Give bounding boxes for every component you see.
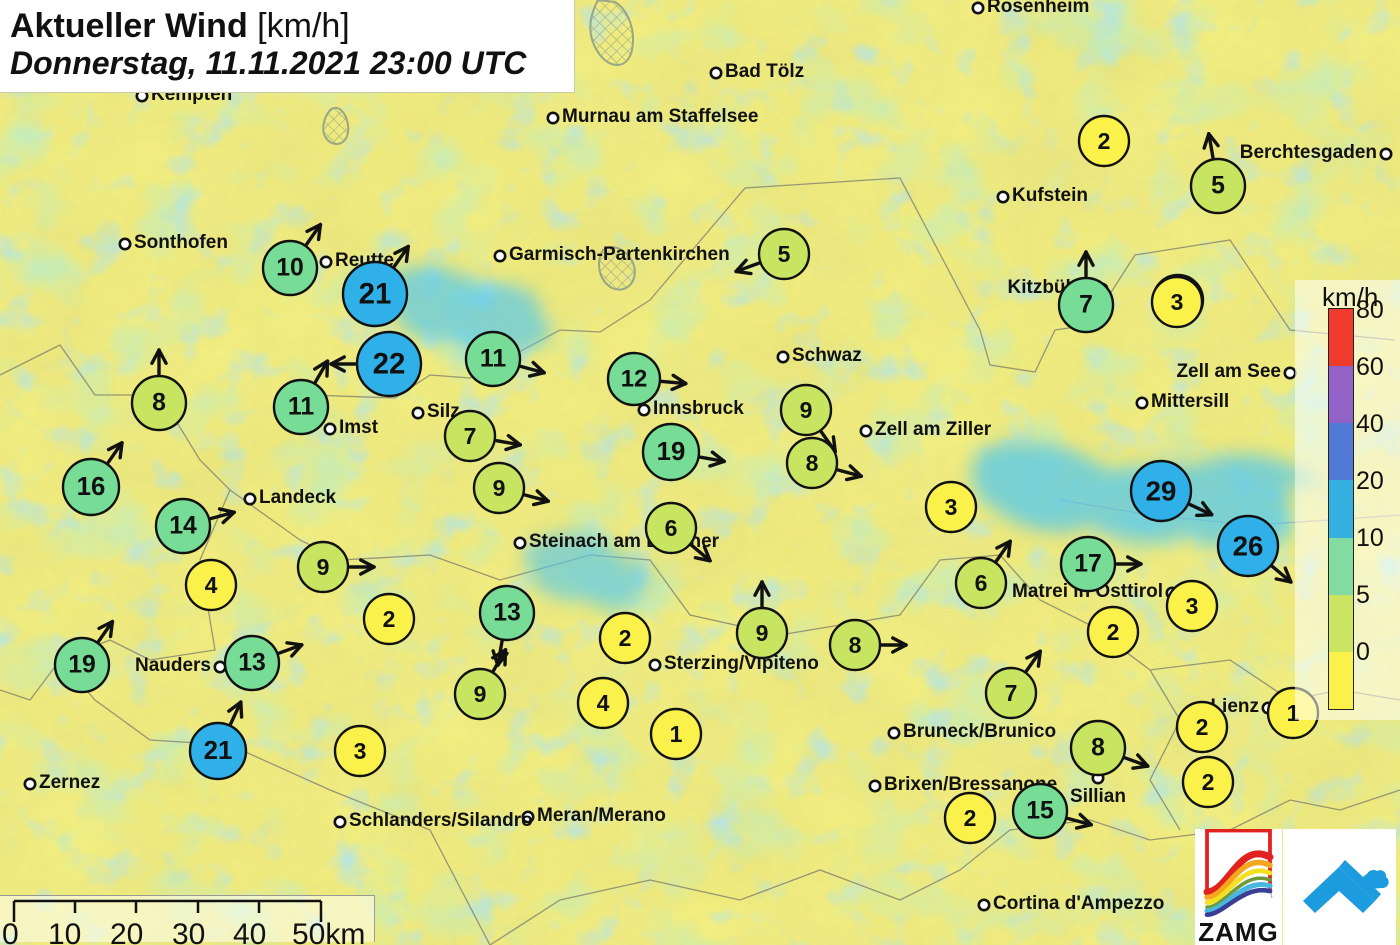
svg-text:26: 26	[1233, 531, 1264, 562]
svg-text:21: 21	[204, 737, 233, 765]
svg-text:3: 3	[1171, 289, 1184, 315]
svg-text:11: 11	[288, 394, 314, 421]
svg-text:4: 4	[205, 572, 218, 598]
svg-text:12: 12	[621, 366, 648, 393]
svg-text:19: 19	[68, 652, 96, 679]
svg-text:9: 9	[317, 554, 330, 580]
svg-text:10: 10	[276, 255, 304, 282]
svg-text:3: 3	[354, 738, 367, 764]
svg-text:2: 2	[1196, 714, 1209, 740]
svg-text:6: 6	[665, 515, 678, 541]
svg-text:21: 21	[359, 278, 392, 311]
svg-text:2: 2	[1098, 128, 1111, 154]
svg-text:13: 13	[493, 600, 521, 627]
svg-text:2: 2	[964, 805, 977, 831]
svg-text:11: 11	[480, 346, 506, 373]
svg-text:8: 8	[152, 390, 166, 417]
svg-text:7: 7	[1079, 292, 1093, 319]
svg-text:1: 1	[670, 721, 683, 747]
svg-text:9: 9	[493, 475, 506, 501]
svg-text:4: 4	[597, 690, 610, 716]
svg-text:5: 5	[1211, 173, 1225, 200]
svg-text:3: 3	[945, 494, 958, 520]
svg-text:16: 16	[77, 473, 106, 501]
svg-text:8: 8	[849, 632, 862, 658]
svg-text:8: 8	[806, 450, 819, 476]
svg-text:13: 13	[238, 650, 266, 677]
svg-text:7: 7	[1005, 680, 1018, 706]
svg-text:3: 3	[1186, 593, 1199, 619]
svg-text:19: 19	[657, 438, 686, 466]
svg-text:9: 9	[756, 620, 769, 646]
svg-text:2: 2	[619, 625, 632, 651]
svg-text:7: 7	[464, 423, 477, 449]
svg-text:14: 14	[169, 513, 197, 540]
svg-text:29: 29	[1146, 476, 1177, 507]
svg-text:17: 17	[1074, 551, 1102, 578]
svg-text:8: 8	[1091, 735, 1105, 762]
svg-text:6: 6	[975, 570, 988, 596]
svg-text:2: 2	[383, 606, 396, 632]
svg-text:9: 9	[474, 681, 487, 707]
svg-text:2: 2	[1202, 769, 1215, 795]
svg-text:5: 5	[778, 241, 791, 267]
svg-text:9: 9	[800, 397, 813, 423]
svg-text:15: 15	[1026, 798, 1054, 825]
svg-text:2: 2	[1107, 619, 1120, 645]
svg-text:22: 22	[373, 348, 406, 381]
